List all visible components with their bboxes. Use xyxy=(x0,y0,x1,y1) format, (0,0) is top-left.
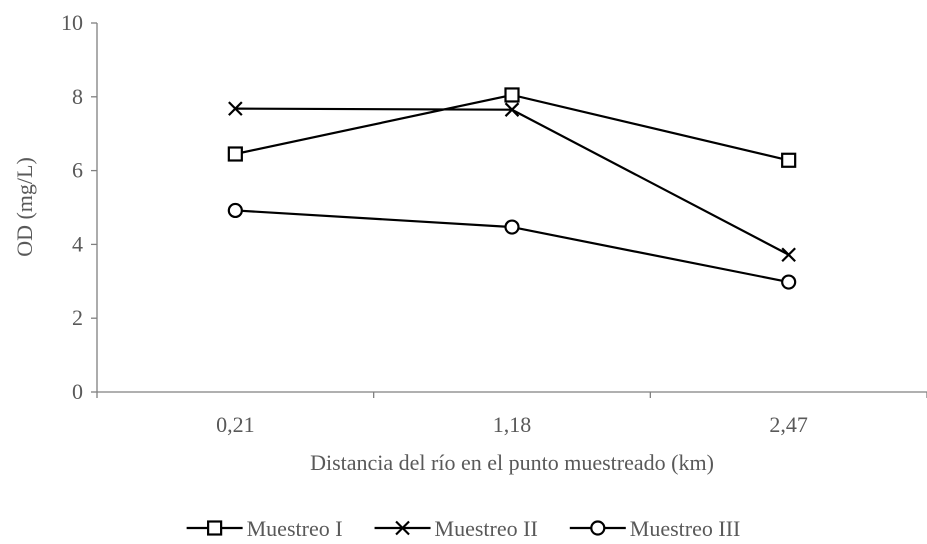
y-ticks: 0 2 4 6 8 10 xyxy=(61,10,97,404)
series-2-point-0 xyxy=(228,101,243,116)
legend-label-2: Muestreo II xyxy=(435,516,538,541)
y-tick-label-0: 0 xyxy=(72,379,83,404)
x-tick-label-2: 2,47 xyxy=(769,412,808,437)
y-tick-label-4: 8 xyxy=(72,84,83,109)
series-2 xyxy=(228,101,796,263)
legend-label-3: Muestreo III xyxy=(630,516,741,541)
x-axis-label: Distancia del río en el punto muestreado… xyxy=(310,450,714,475)
series-3 xyxy=(227,202,797,290)
y-tick-label-5: 10 xyxy=(61,10,83,35)
y-tick-label-1: 2 xyxy=(72,305,83,330)
series-1-line xyxy=(235,93,789,162)
legend-marker-1 xyxy=(207,520,223,536)
x-tick-label-1: 1,18 xyxy=(493,412,532,437)
legend: Muestreo I Muestreo II Muestreo III xyxy=(186,516,741,541)
y-tick-label-3: 6 xyxy=(72,158,83,183)
series-layer xyxy=(227,87,797,290)
x-tick-label-0: 0,21 xyxy=(216,412,255,437)
legend-item-3: Muestreo III xyxy=(569,516,741,541)
legend-label-1: Muestreo I xyxy=(247,516,343,541)
series-1 xyxy=(227,87,797,168)
axes: 0 2 4 6 8 10 0,21 1,18 2,47 xyxy=(61,10,927,437)
legend-item-2: Muestreo II xyxy=(374,516,538,541)
y-axis-label: OD (mg/L) xyxy=(12,157,37,257)
series-1-point-1 xyxy=(504,87,520,103)
series-1-point-2 xyxy=(781,152,797,168)
legend-item-1: Muestreo I xyxy=(186,516,343,541)
y-tick-label-2: 4 xyxy=(72,231,83,256)
series-3-point-1 xyxy=(504,219,520,235)
legend-marker-3 xyxy=(590,520,606,536)
legend-marker-2 xyxy=(395,520,410,536)
series-2-point-1 xyxy=(504,102,520,117)
series-2-point-2 xyxy=(781,247,796,263)
series-3-point-2 xyxy=(781,274,797,290)
series-3-point-0 xyxy=(227,202,243,219)
x-ticks: 0,21 1,18 2,47 xyxy=(96,392,927,437)
series-1-point-0 xyxy=(227,146,243,162)
